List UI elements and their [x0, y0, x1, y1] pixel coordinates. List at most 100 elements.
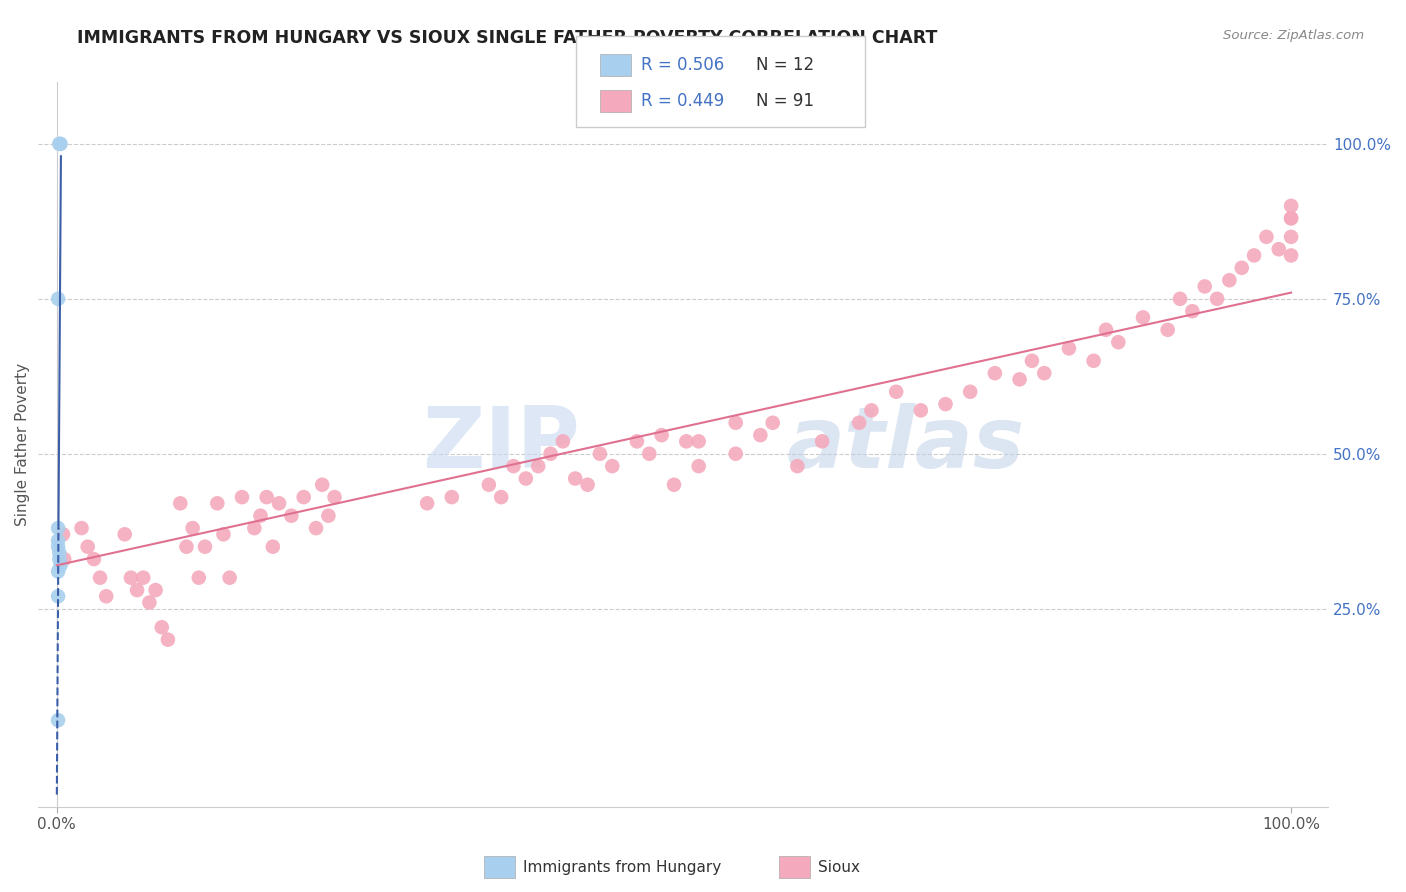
Point: [120, 571, 142, 585]
Point: [934, 397, 956, 411]
Point: [638, 447, 661, 461]
Point: [440, 490, 463, 504]
Point: [138, 595, 160, 609]
Point: [749, 428, 772, 442]
Point: [762, 416, 785, 430]
Point: [1008, 372, 1031, 386]
Point: [280, 508, 302, 523]
Point: [551, 434, 574, 449]
Point: [1021, 353, 1043, 368]
Point: [1181, 304, 1204, 318]
Point: [49, 136, 72, 151]
Point: [688, 434, 710, 449]
Point: [256, 490, 278, 504]
Point: [1206, 292, 1229, 306]
Point: [1279, 211, 1302, 226]
Point: [53, 552, 76, 566]
Point: [515, 471, 537, 485]
Point: [478, 477, 501, 491]
Point: [489, 490, 512, 504]
Point: [1168, 292, 1191, 306]
Point: [811, 434, 834, 449]
Point: [169, 496, 191, 510]
Point: [1256, 230, 1278, 244]
Point: [884, 384, 907, 399]
Point: [1218, 273, 1240, 287]
Point: [46, 540, 69, 554]
Point: [600, 459, 623, 474]
Point: [662, 477, 685, 491]
Point: [76, 540, 98, 554]
Point: [959, 384, 981, 399]
Point: [46, 521, 69, 535]
Text: R = 0.506: R = 0.506: [641, 56, 724, 74]
Point: [181, 521, 204, 535]
Point: [207, 496, 229, 510]
Text: atlas: atlas: [786, 403, 1025, 486]
Point: [52, 527, 75, 541]
Text: Source: ZipAtlas.com: Source: ZipAtlas.com: [1223, 29, 1364, 42]
Point: [564, 471, 586, 485]
Point: [70, 521, 93, 535]
Point: [48, 546, 70, 560]
Point: [724, 447, 747, 461]
Point: [1279, 230, 1302, 244]
Point: [688, 459, 710, 474]
Point: [187, 571, 209, 585]
Point: [311, 477, 333, 491]
Point: [243, 521, 266, 535]
Point: [46, 565, 69, 579]
Text: N = 91: N = 91: [756, 92, 814, 110]
Point: [318, 508, 340, 523]
Point: [1107, 335, 1129, 350]
Point: [1279, 211, 1302, 226]
Point: [527, 459, 550, 474]
Point: [231, 490, 253, 504]
Text: Sioux: Sioux: [818, 860, 860, 874]
Point: [626, 434, 648, 449]
Point: [1279, 199, 1302, 213]
Text: N = 12: N = 12: [756, 56, 814, 74]
Point: [96, 589, 118, 603]
Point: [1157, 323, 1180, 337]
Point: [249, 508, 271, 523]
Point: [114, 527, 136, 541]
Text: IMMIGRANTS FROM HUNGARY VS SIOUX SINGLE FATHER POVERTY CORRELATION CHART: IMMIGRANTS FROM HUNGARY VS SIOUX SINGLE …: [77, 29, 938, 46]
Point: [786, 459, 808, 474]
Point: [194, 540, 217, 554]
Point: [651, 428, 673, 442]
Point: [89, 571, 111, 585]
Point: [724, 416, 747, 430]
Point: [48, 552, 70, 566]
Point: [1279, 248, 1302, 262]
Text: ZIP: ZIP: [422, 403, 581, 486]
Point: [675, 434, 697, 449]
Point: [1243, 248, 1265, 262]
Point: [1268, 242, 1291, 256]
Point: [1083, 353, 1105, 368]
Point: [860, 403, 883, 417]
Point: [46, 533, 69, 548]
Point: [1194, 279, 1216, 293]
Point: [292, 490, 315, 504]
Point: [267, 496, 290, 510]
Point: [305, 521, 328, 535]
Text: Immigrants from Hungary: Immigrants from Hungary: [523, 860, 721, 874]
Point: [48, 136, 70, 151]
Point: [502, 459, 524, 474]
Point: [132, 571, 155, 585]
Point: [848, 416, 870, 430]
Point: [150, 620, 173, 634]
Point: [212, 527, 235, 541]
Point: [125, 583, 148, 598]
Point: [1230, 260, 1253, 275]
Point: [46, 713, 69, 727]
Point: [49, 558, 72, 573]
Point: [589, 447, 612, 461]
Point: [145, 583, 167, 598]
Point: [323, 490, 346, 504]
Point: [218, 571, 240, 585]
Point: [1132, 310, 1154, 325]
Point: [46, 589, 69, 603]
Point: [262, 540, 284, 554]
